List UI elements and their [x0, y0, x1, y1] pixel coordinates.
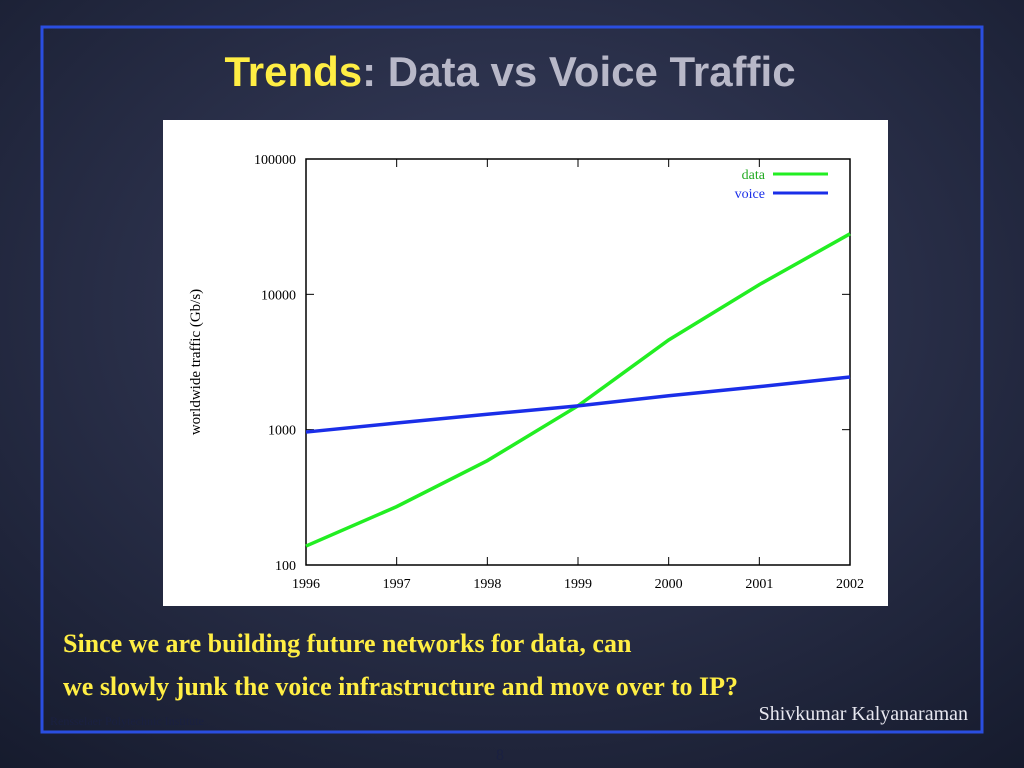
y-tick-label: 10000	[261, 288, 296, 303]
page-number: 8	[496, 747, 504, 764]
y-tick-label: 100	[275, 559, 296, 574]
x-tick-label: 1996	[292, 577, 320, 592]
y-axis-label: worldwide traffic (Gb/s)	[188, 289, 204, 435]
title-rest: : Data vs Voice Traffic	[362, 48, 795, 95]
x-tick-label: 2002	[836, 577, 864, 592]
slide-frame	[40, 25, 984, 734]
author: Shivkumar Kalyanaraman	[759, 703, 968, 725]
x-tick-label: 2001	[745, 577, 773, 592]
x-tick-label: 2000	[655, 577, 683, 592]
title-highlight: Trends	[224, 48, 362, 95]
chart: 100 1000 10000 100000 1996 1997 1998 1999 2000 20…	[188, 153, 864, 592]
legend-label: data	[742, 168, 766, 183]
body-line: Since we are building future networks fo…	[63, 629, 632, 658]
y-tick-label: 100000	[254, 153, 296, 168]
data-line	[305, 375, 851, 434]
institution: Rensselaer Polytechnic Institute	[50, 714, 204, 728]
chart-panel	[163, 120, 888, 606]
legend-label: voice	[735, 187, 765, 202]
body-line: we slowly junk the voice infrastructure …	[63, 672, 738, 701]
x-tick-label: 1999	[564, 577, 592, 592]
x-tick-label: 1997	[383, 577, 411, 592]
x-tick-label: 1998	[473, 577, 501, 592]
y-tick-label: 1000	[268, 424, 296, 439]
slide-title: Trends: Data vs Voice Traffic	[224, 48, 795, 95]
